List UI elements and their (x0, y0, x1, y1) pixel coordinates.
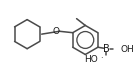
Text: ·: · (100, 54, 103, 63)
Text: OH: OH (120, 45, 134, 54)
Text: HO: HO (84, 55, 98, 64)
Text: B: B (103, 44, 110, 54)
Text: O: O (53, 27, 60, 36)
